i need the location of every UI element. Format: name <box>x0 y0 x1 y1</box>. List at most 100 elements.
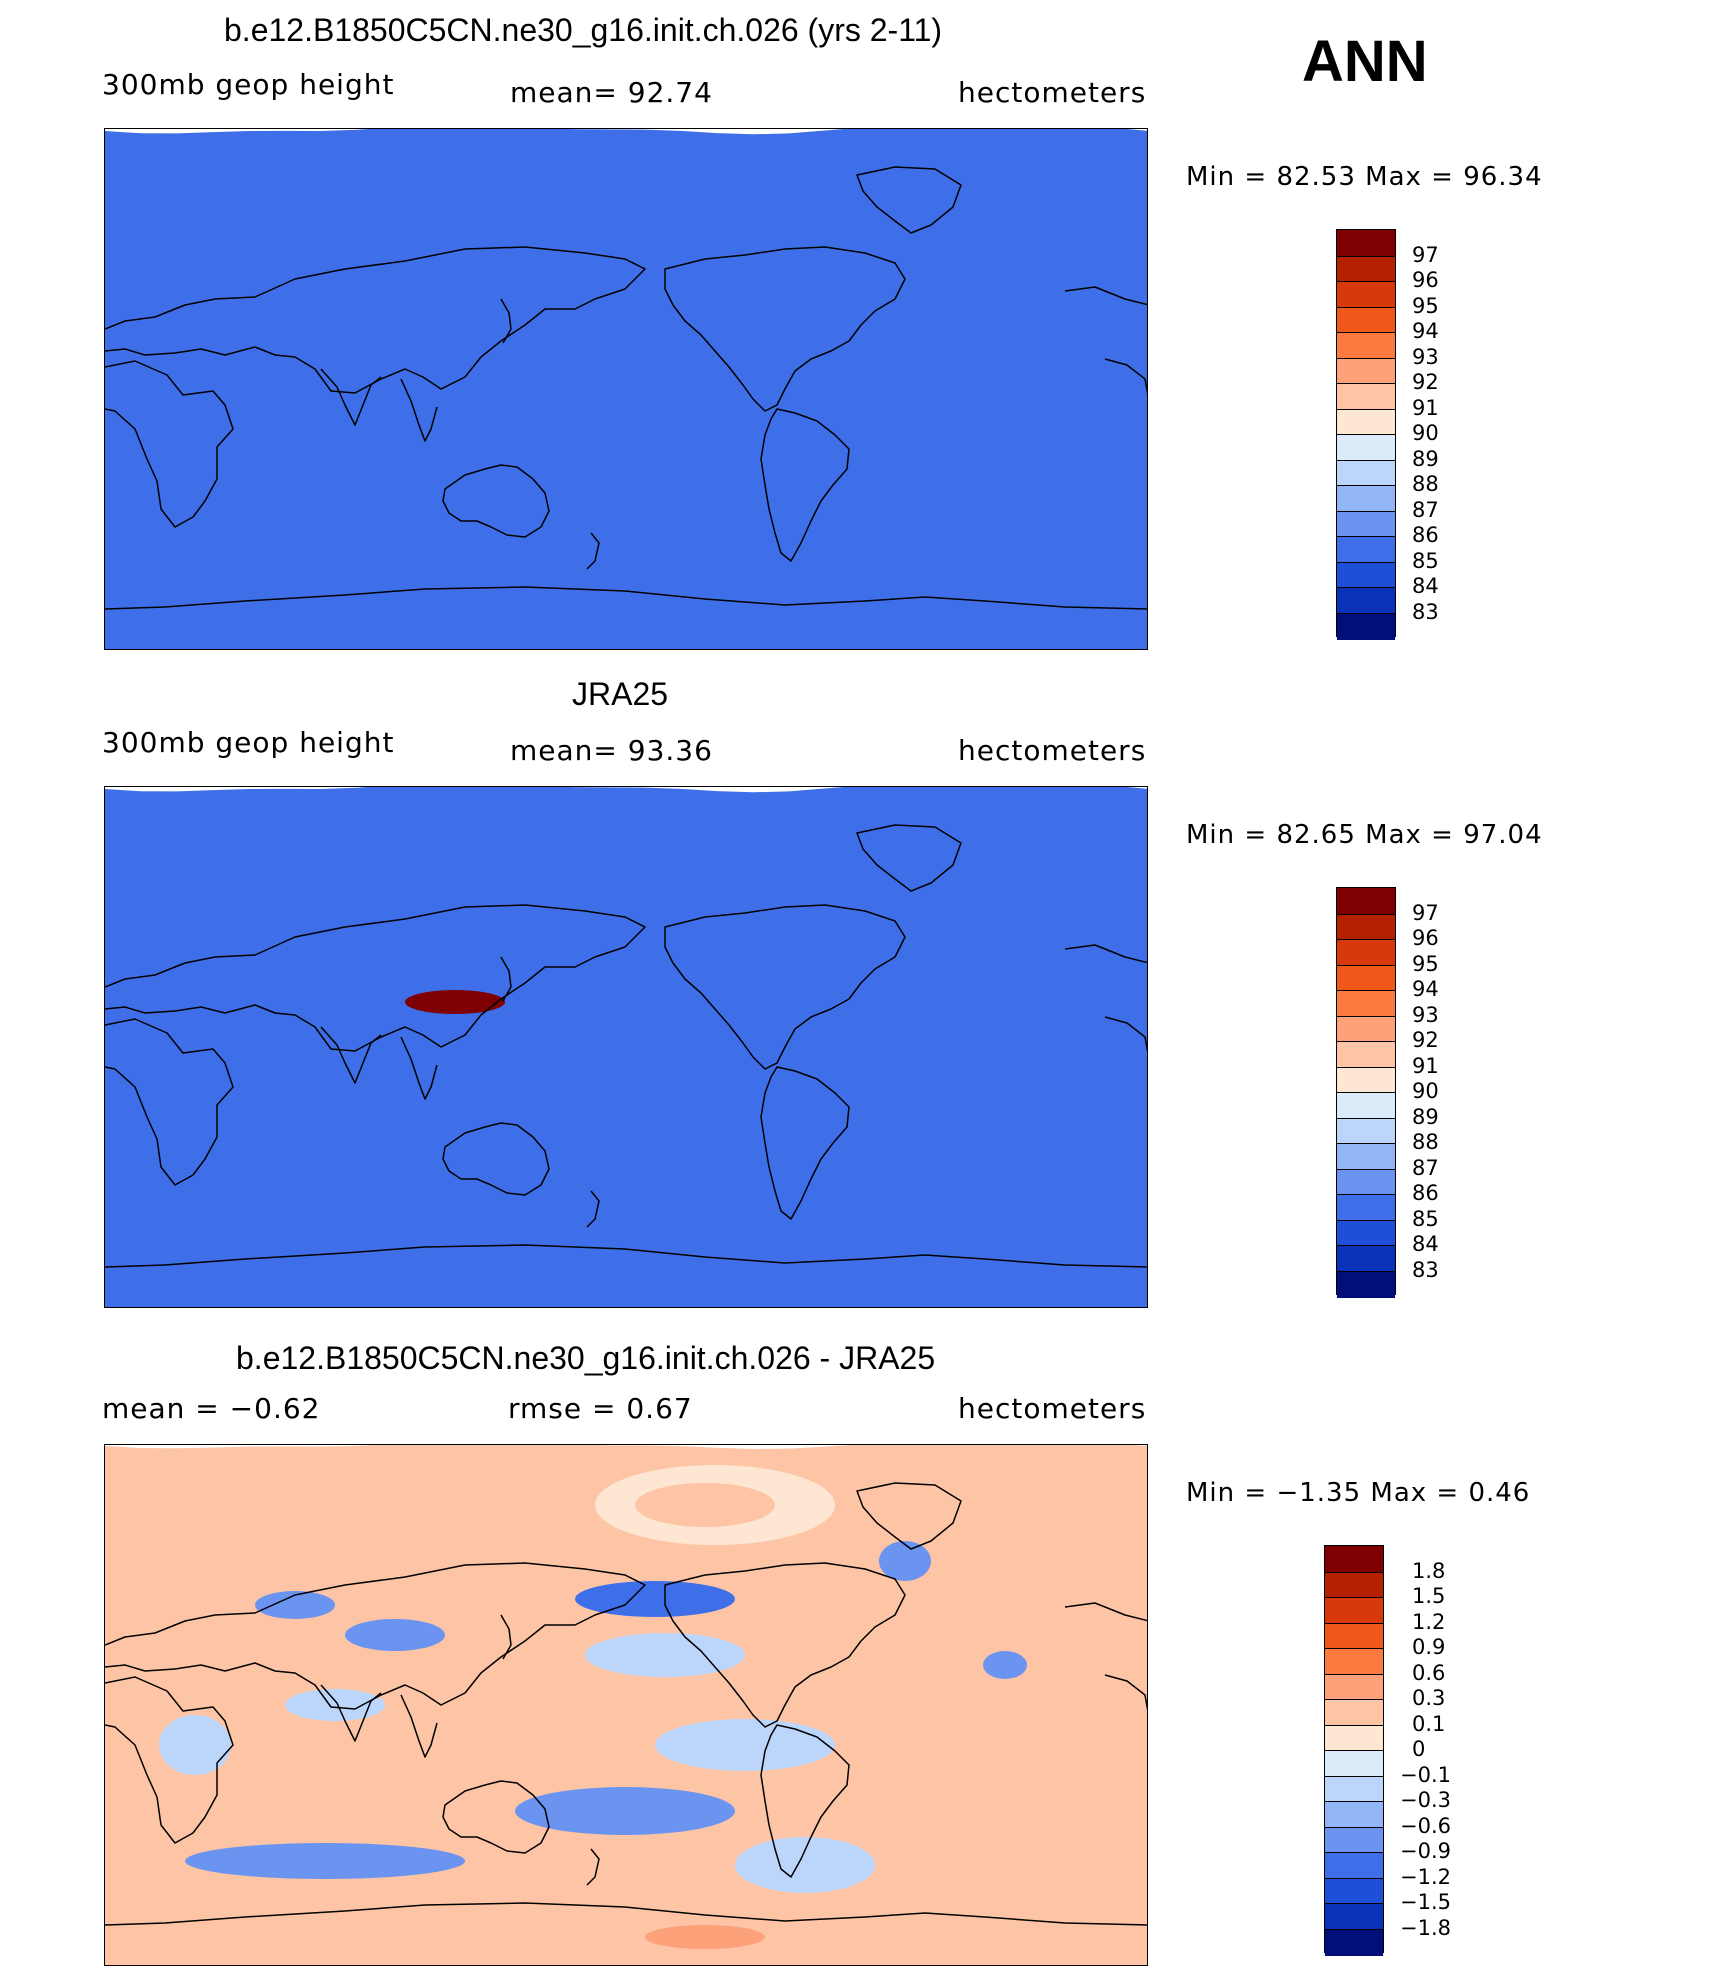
colorbar-swatch <box>1337 1041 1395 1068</box>
colorbar-swatch <box>1325 1877 1383 1905</box>
colorbar-swatch <box>1337 434 1395 461</box>
coastline <box>760 1066 850 1220</box>
colorbar-label: 0.6 <box>1412 1660 1446 1685</box>
panel-1-mean: mean= 92.74 <box>510 76 713 109</box>
contour-blob <box>655 1719 835 1771</box>
coastline <box>664 1562 906 1728</box>
coastline <box>400 378 438 442</box>
colorbar-swatch <box>1337 1143 1395 1170</box>
colorbar-swatch <box>1325 1673 1383 1701</box>
contour-blob <box>405 990 505 1014</box>
coastline <box>500 956 512 1002</box>
coastline <box>1104 1016 1147 1053</box>
contour-blob <box>255 1591 335 1619</box>
colorbar-label: 94 <box>1412 977 1439 1001</box>
coastline <box>105 1018 234 1186</box>
colorbar-swatch <box>1337 913 1395 941</box>
colorbar-label: −1.5 <box>1400 1890 1451 1914</box>
colorbar-swatch <box>1337 1015 1395 1043</box>
colorbar-swatch <box>1337 281 1395 308</box>
colorbar-swatch <box>1325 1903 1383 1930</box>
panel-3-minmax: Min = −1.35 Max = 0.46 <box>1186 1478 1531 1508</box>
colorbar-swatch <box>1325 1724 1383 1752</box>
colorbar-label: 95 <box>1412 293 1439 318</box>
colorbar-swatch <box>1325 1648 1383 1675</box>
colorbar-label: −1.8 <box>1400 1915 1451 1940</box>
colorbar-swatch <box>1325 1826 1383 1854</box>
colorbar-swatch <box>1325 1597 1383 1624</box>
colorbar-label: 92 <box>1412 370 1439 394</box>
contour-blob <box>983 1651 1027 1679</box>
colorbar-label: 95 <box>1412 951 1439 976</box>
contour-blob <box>575 1581 735 1617</box>
panel-2-title: JRA25 <box>572 676 669 712</box>
contour-blob <box>645 1925 765 1949</box>
colorbar-label: 86 <box>1412 1181 1439 1205</box>
coastline <box>586 532 600 570</box>
panel-2-minmax: Min = 82.65 Max = 97.04 <box>1186 820 1543 850</box>
colorbar-label: 89 <box>1412 1104 1439 1129</box>
colorbar-label: 92 <box>1412 1028 1439 1052</box>
coastline <box>105 1902 1147 1926</box>
colorbar-label: 93 <box>1412 1002 1439 1027</box>
colorbar-label: −0.3 <box>1400 1788 1451 1812</box>
colorbar-swatch <box>1325 1571 1383 1599</box>
colorbar-swatch <box>1337 1219 1395 1247</box>
coastline <box>400 1694 438 1758</box>
colorbar-swatch <box>1337 1117 1395 1145</box>
colorbar-label: 83 <box>1412 599 1439 624</box>
colorbar-swatch <box>1337 1194 1395 1221</box>
panel-3-units: hectometers <box>958 1392 1147 1425</box>
colorbar-swatch <box>1337 408 1395 436</box>
colorbar-label: 87 <box>1412 497 1439 522</box>
panel-3-map <box>104 1444 1148 1966</box>
colorbar-swatch <box>1325 1928 1383 1956</box>
colorbar-label: 83 <box>1412 1257 1439 1282</box>
colorbar-label: 0 <box>1412 1737 1426 1761</box>
coastline <box>1064 944 1147 964</box>
coastline <box>320 1026 382 1084</box>
colorbar-swatch <box>1337 561 1395 589</box>
colorbar-swatch <box>1337 1245 1395 1272</box>
colorbar-swatch <box>1337 990 1395 1017</box>
colorbar-label: 93 <box>1412 344 1439 369</box>
coastline <box>105 1244 1147 1268</box>
contour-band <box>105 787 1147 1307</box>
contour-blob <box>159 1715 231 1775</box>
coastline <box>500 1614 512 1660</box>
colorbar-swatch <box>1337 255 1395 283</box>
coastline <box>1064 1602 1147 1622</box>
colorbar-swatch <box>1337 939 1395 966</box>
colorbar-label: 1.2 <box>1412 1609 1446 1634</box>
coastline <box>105 360 234 528</box>
panel-3-rmse: rmse = 0.67 <box>508 1392 693 1425</box>
colorbar-swatch <box>1325 1546 1383 1572</box>
colorbar-box <box>1336 229 1396 640</box>
colorbar-label: 97 <box>1412 900 1439 925</box>
colorbar-label: 89 <box>1412 446 1439 471</box>
colorbar-swatch <box>1325 1750 1383 1777</box>
colorbar-swatch <box>1337 1092 1395 1119</box>
coastline <box>586 1190 600 1228</box>
colorbar-swatch <box>1325 1852 1383 1879</box>
colorbar-swatch <box>1325 1622 1383 1650</box>
panel-2-units: hectometers <box>958 734 1147 767</box>
colorbar-label: 87 <box>1412 1155 1439 1180</box>
panel-1-map <box>104 128 1148 650</box>
coastline <box>105 1562 646 1710</box>
colorbar-label: 1.8 <box>1412 1558 1446 1583</box>
colorbar-swatch <box>1337 357 1395 385</box>
contour-blob <box>185 1843 465 1879</box>
coastline <box>1064 286 1147 306</box>
coastline <box>400 1036 438 1100</box>
colorbar-label: −0.1 <box>1400 1762 1451 1787</box>
contour-blob <box>585 1633 745 1677</box>
colorbar-label: 1.5 <box>1412 1584 1446 1608</box>
panel-3-title: b.e12.B1850C5CN.ne30_g16.init.ch.026 - J… <box>236 1340 936 1376</box>
contour-blob <box>345 1619 445 1651</box>
coastline <box>442 464 550 538</box>
panel-1-title: b.e12.B1850C5CN.ne30_g16.init.ch.026 (yr… <box>224 12 943 48</box>
colorbar-label: 97 <box>1412 242 1439 267</box>
colorbar-swatch <box>1325 1775 1383 1803</box>
coastline <box>586 1848 600 1886</box>
